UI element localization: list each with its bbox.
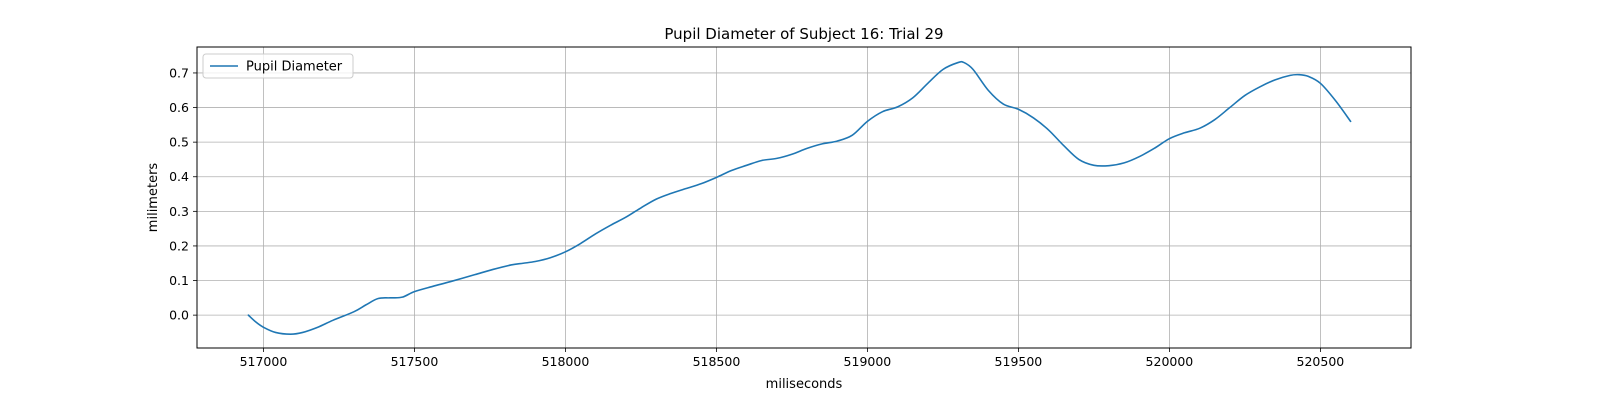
x-tick-label: 520000 bbox=[1146, 354, 1194, 369]
y-axis-label: milimeters bbox=[146, 163, 161, 233]
x-tick-label: 520500 bbox=[1297, 354, 1345, 369]
y-tick-label: 0.2 bbox=[169, 238, 189, 253]
series-line-pupil-diameter bbox=[247, 60, 1352, 335]
grid bbox=[197, 47, 1411, 348]
y-tick-label: 0.4 bbox=[169, 169, 189, 184]
x-tick-label: 519500 bbox=[995, 354, 1043, 369]
legend-entry-pupil-diameter: Pupil Diameter bbox=[246, 60, 343, 75]
tick-layer: 517000 517500 518000 518500 519000 519500 5200… bbox=[169, 65, 1344, 369]
y-tick-label: 0.0 bbox=[169, 308, 189, 323]
legend: Pupil Diameter bbox=[202, 53, 354, 79]
y-tick-label: 0.3 bbox=[169, 204, 189, 219]
x-tick-label: 517000 bbox=[240, 354, 288, 369]
plot-frame bbox=[196, 46, 1412, 349]
y-tick-label: 0.1 bbox=[169, 273, 189, 288]
x-tick-label: 519000 bbox=[844, 354, 892, 369]
x-axis-label: miliseconds bbox=[766, 377, 843, 392]
y-tick-label: 0.6 bbox=[169, 100, 189, 115]
x-tick-label: 518000 bbox=[542, 354, 590, 369]
x-tick-label: 518500 bbox=[693, 354, 741, 369]
series-layer bbox=[247, 60, 1352, 335]
y-tick-label: 0.5 bbox=[169, 135, 189, 150]
chart-title: Pupil Diameter of Subject 16: Trial 29 bbox=[664, 25, 943, 43]
x-tick-label: 517500 bbox=[391, 354, 439, 369]
legend-box bbox=[202, 53, 354, 79]
y-tick-label: 0.7 bbox=[169, 65, 189, 80]
